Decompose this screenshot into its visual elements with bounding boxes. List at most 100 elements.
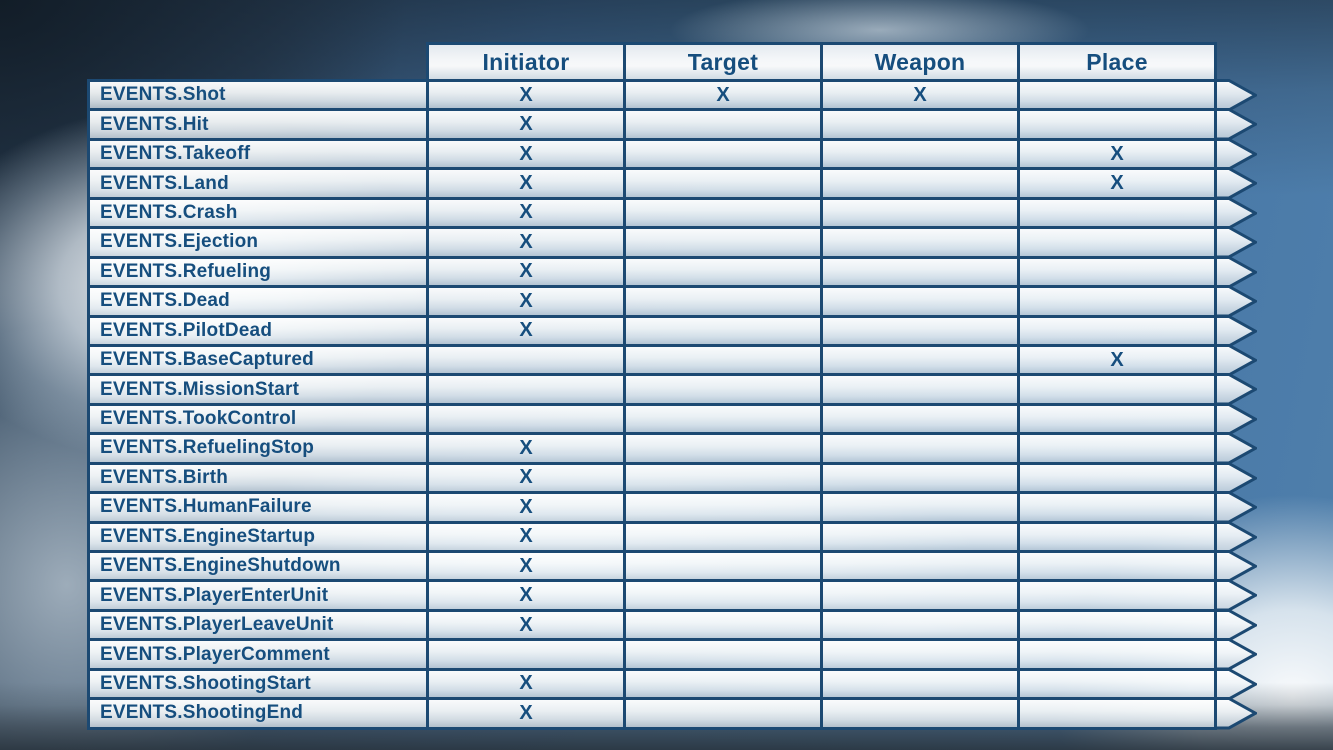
mark-cell-initiator: X [426, 697, 626, 730]
mark-cell-target [623, 402, 823, 436]
event-name-cell: EVENTS.PlayerLeaveUnit [87, 608, 429, 642]
mark-cell-place [1017, 285, 1217, 318]
mark-cell-initiator [426, 343, 626, 377]
mark-cell-place [1017, 461, 1217, 495]
table-row: EVENTS.ShootingEnd X [87, 697, 1257, 730]
row-arrow-icon [1214, 550, 1257, 583]
mark-cell-initiator [426, 638, 626, 671]
row-arrow-icon [1214, 579, 1257, 612]
mark-cell-weapon [820, 314, 1020, 347]
mark-cell-place [1017, 108, 1217, 141]
mark-cell-weapon [820, 196, 1020, 230]
mark-cell-weapon [820, 491, 1020, 524]
mark-cell-weapon [820, 697, 1020, 730]
mark-cell-weapon [820, 285, 1020, 318]
mark-cell-target [623, 697, 823, 730]
table-row: EVENTS.Land X X [87, 167, 1257, 200]
mark-cell-target [623, 137, 823, 171]
mark-cell-initiator: X [426, 314, 626, 347]
row-arrow-icon [1214, 79, 1257, 112]
mark-cell-target [623, 255, 823, 289]
row-arrow-icon [1214, 343, 1257, 377]
table-row: EVENTS.Ejection X [87, 226, 1257, 259]
mark-cell-initiator [426, 402, 626, 436]
event-name-cell: EVENTS.Land [87, 167, 429, 200]
mark-cell-weapon [820, 638, 1020, 671]
mark-cell-weapon [820, 137, 1020, 171]
row-arrow-icon [1214, 667, 1257, 701]
table-row: EVENTS.Refueling X [87, 255, 1257, 289]
table-row: EVENTS.EngineShutdown X [87, 550, 1257, 583]
mark-cell-place: X [1017, 137, 1217, 171]
row-arrow-icon [1214, 491, 1257, 524]
mark-cell-weapon [820, 167, 1020, 200]
events-capability-table: Initiator Target Weapon Place EVENTS.Sho… [87, 42, 1257, 730]
event-name-cell: EVENTS.TookControl [87, 402, 429, 436]
table-row: EVENTS.Hit X [87, 108, 1257, 141]
table-row: EVENTS.BaseCaptured X [87, 343, 1257, 377]
mark-cell-initiator: X [426, 608, 626, 642]
event-name-cell: EVENTS.PilotDead [87, 314, 429, 347]
row-arrow-icon [1214, 314, 1257, 347]
row-arrow-icon [1214, 226, 1257, 259]
mark-cell-initiator: X [426, 550, 626, 583]
event-name-cell: EVENTS.ShootingStart [87, 667, 429, 701]
mark-cell-initiator: X [426, 432, 626, 465]
table-row: EVENTS.ShootingStart X [87, 667, 1257, 701]
mark-cell-target: X [623, 79, 823, 112]
event-name-cell: EVENTS.Ejection [87, 226, 429, 259]
mark-cell-place [1017, 196, 1217, 230]
table-row: EVENTS.PlayerEnterUnit X [87, 579, 1257, 612]
table-row: EVENTS.Takeoff X X [87, 137, 1257, 171]
event-name-cell: EVENTS.RefuelingStop [87, 432, 429, 465]
mark-cell-place [1017, 373, 1217, 406]
mark-cell-place [1017, 520, 1217, 553]
event-name-cell: EVENTS.Crash [87, 196, 429, 230]
row-arrow-icon [1214, 167, 1257, 200]
table-row: EVENTS.TookControl [87, 402, 1257, 436]
mark-cell-weapon [820, 550, 1020, 583]
column-header-target: Target [623, 42, 823, 82]
mark-cell-initiator: X [426, 667, 626, 701]
mark-cell-place: X [1017, 343, 1217, 377]
row-arrow-icon [1214, 255, 1257, 289]
table-row: EVENTS.PilotDead X [87, 314, 1257, 347]
mark-cell-initiator: X [426, 520, 626, 553]
mark-cell-place [1017, 667, 1217, 701]
mark-cell-target [623, 108, 823, 141]
mark-cell-place [1017, 402, 1217, 436]
event-name-cell: EVENTS.EngineStartup [87, 520, 429, 553]
event-name-cell: EVENTS.EngineShutdown [87, 550, 429, 583]
mark-cell-initiator: X [426, 226, 626, 259]
table-row: EVENTS.PlayerLeaveUnit X [87, 608, 1257, 642]
mark-cell-initiator [426, 373, 626, 406]
mark-cell-target [623, 608, 823, 642]
event-name-cell: EVENTS.Birth [87, 461, 429, 495]
mark-cell-target [623, 285, 823, 318]
row-arrow-icon [1214, 461, 1257, 495]
mark-cell-weapon [820, 461, 1020, 495]
mark-cell-target [623, 167, 823, 200]
event-name-cell: EVENTS.PlayerComment [87, 638, 429, 671]
mark-cell-weapon [820, 667, 1020, 701]
mark-cell-target [623, 491, 823, 524]
mark-cell-target [623, 226, 823, 259]
mark-cell-weapon [820, 432, 1020, 465]
table-row: EVENTS.PlayerComment [87, 638, 1257, 671]
mark-cell-place [1017, 638, 1217, 671]
mark-cell-target [623, 638, 823, 671]
row-arrow-icon [1214, 137, 1257, 171]
table-row: EVENTS.Dead X [87, 285, 1257, 318]
mark-cell-target [623, 343, 823, 377]
column-header-initiator: Initiator [426, 42, 626, 82]
mark-cell-weapon [820, 343, 1020, 377]
mark-cell-target [623, 550, 823, 583]
table-body: EVENTS.Shot X X X EVENTS.Hit X EVENTS.Ta… [87, 79, 1257, 730]
row-arrow-icon [1214, 373, 1257, 406]
mark-cell-initiator: X [426, 285, 626, 318]
mark-cell-weapon [820, 373, 1020, 406]
event-name-cell: EVENTS.Takeoff [87, 137, 429, 171]
mark-cell-target [623, 579, 823, 612]
mark-cell-initiator: X [426, 108, 626, 141]
